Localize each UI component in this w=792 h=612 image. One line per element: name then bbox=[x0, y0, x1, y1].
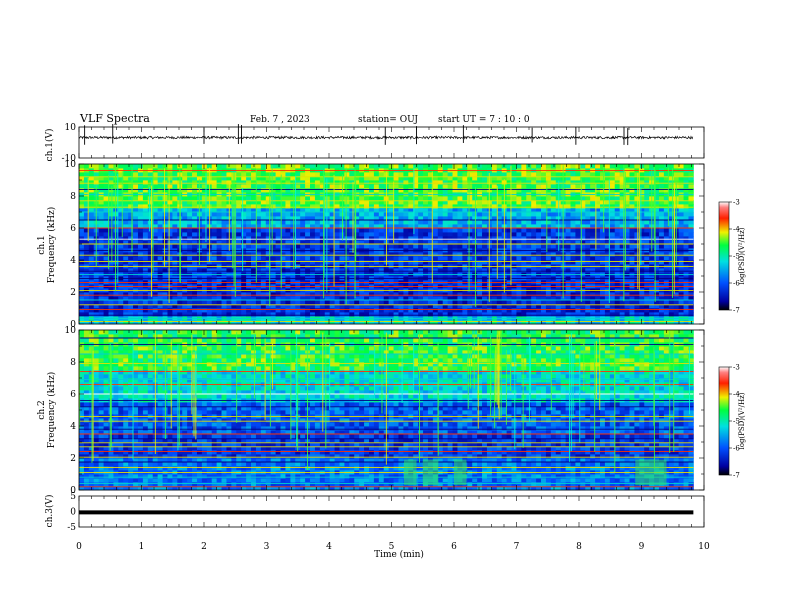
colorbar-label: log(PSD)(V²/Hz) bbox=[738, 392, 746, 449]
ch1-spectrogram-frequency-tick-label: 2 bbox=[70, 288, 76, 298]
time-tick-label: 8 bbox=[576, 542, 582, 552]
ch2-spectrogram-frequency-tick-label: 2 bbox=[70, 454, 76, 464]
ch2-lowband-patch bbox=[454, 459, 467, 486]
time-tick-label: 6 bbox=[451, 542, 457, 552]
ch2-spectrogram-panel: 0 2 4 6 8 10 bbox=[65, 326, 705, 496]
colorbar-tick-label: -5 bbox=[733, 418, 740, 426]
ch3-voltage-tick-label: 0 bbox=[70, 508, 76, 518]
colorbar-tick-label: -7 bbox=[733, 307, 740, 315]
colorbar-tick-label: -3 bbox=[733, 364, 740, 372]
time-tick-label: 3 bbox=[264, 542, 270, 552]
time-axis-label: Time (min) bbox=[374, 549, 424, 560]
ch3-voltage-tick-label: 5 bbox=[70, 492, 76, 502]
time-tick-label: 1 bbox=[139, 542, 145, 552]
date-label: Feb. 7 , 2023 bbox=[250, 115, 310, 125]
station-label: station= OUJ bbox=[358, 115, 418, 125]
colorbar-gradient bbox=[718, 366, 730, 476]
colorbar-tick-label: -3 bbox=[733, 199, 740, 207]
colorbar-label: log(PSD)(V²/Hz) bbox=[738, 227, 746, 284]
colorbar-tick-label: -6 bbox=[733, 280, 740, 288]
ch1-spectrogram-frequency-tick-label: 4 bbox=[70, 256, 76, 266]
ch2-lowband-patch bbox=[635, 459, 667, 486]
ch2-spectrogram-frequency-tick-label: 0 bbox=[70, 486, 76, 496]
ch1-waveform-frame bbox=[78, 126, 705, 159]
colorbar-gradient bbox=[718, 201, 730, 311]
ch3-waveform-panel: -5 0 5 bbox=[67, 492, 705, 533]
ch1-spectrogram-frequency-tick-label: 8 bbox=[70, 192, 76, 202]
ch3-voltage-ylabel: ch.3(V) bbox=[44, 495, 55, 528]
ch1-spectrogram-frequency-tick-label: 0 bbox=[70, 320, 76, 330]
ch1-waveform-panel: 10 -10 bbox=[62, 123, 705, 164]
ch1-voltage-tick-label: -10 bbox=[62, 154, 77, 164]
ch1-voltage-tick-label: 10 bbox=[65, 123, 77, 133]
colorbar-tick-label: -7 bbox=[733, 472, 740, 480]
ch2-lowband-patch bbox=[404, 459, 417, 486]
ch1-spectrogram-frequency-tick-label: 6 bbox=[70, 224, 76, 234]
time-axis: 0 1 2 3 4 5 6 7 8 9 10 bbox=[76, 542, 710, 552]
ch2-spectrogram-frequency-tick-label: 4 bbox=[70, 422, 76, 432]
time-tick-label: 5 bbox=[389, 542, 395, 552]
ch2-lowband-patch bbox=[422, 459, 439, 486]
ch1-spectrogram-panel: 0 2 4 6 8 10 bbox=[65, 160, 705, 330]
colorbar-tick-label: -4 bbox=[733, 391, 740, 399]
time-tick-label: 7 bbox=[514, 542, 520, 552]
colorbar-tick-label: -6 bbox=[733, 445, 740, 453]
ch1-spectrogram-frequency-tick-label: 10 bbox=[65, 160, 77, 170]
time-tick-label: 0 bbox=[76, 542, 82, 552]
ch1-waveform-trace bbox=[78, 135, 694, 140]
ch1-voltage-ylabel: ch.1(V) bbox=[44, 129, 55, 162]
ch1-frequency-ylabel: ch.1Frequency (kHz) bbox=[37, 207, 57, 284]
time-tick-label: 4 bbox=[326, 542, 332, 552]
time-tick-label: 2 bbox=[201, 542, 207, 552]
ch2-spectrogram-frequency-tick-label: 6 bbox=[70, 390, 76, 400]
colorbar-tick-label: -4 bbox=[733, 226, 740, 234]
ch2-colorbar: -3 -4 -5 -6 -7 log(PSD)(V²/Hz) bbox=[718, 364, 746, 480]
ch2-spectrogram-frequency-tick-label: 8 bbox=[70, 358, 76, 368]
ch1-colorbar: -3 -4 -5 -6 -7 log(PSD)(V²/Hz) bbox=[718, 199, 746, 315]
ch3-voltage-tick-label: -5 bbox=[67, 523, 76, 533]
colorbar-tick-label: -5 bbox=[733, 253, 740, 261]
ch2-spectrogram-frequency-tick-label: 10 bbox=[65, 326, 77, 336]
start-time-label: start UT = 7 : 10 : 0 bbox=[438, 115, 530, 125]
time-tick-label: 9 bbox=[639, 542, 645, 552]
ch2-frequency-ylabel: ch.2Frequency (kHz) bbox=[37, 372, 57, 449]
time-tick-label: 10 bbox=[698, 542, 710, 552]
figure-title: VLF Spectra bbox=[79, 112, 150, 125]
